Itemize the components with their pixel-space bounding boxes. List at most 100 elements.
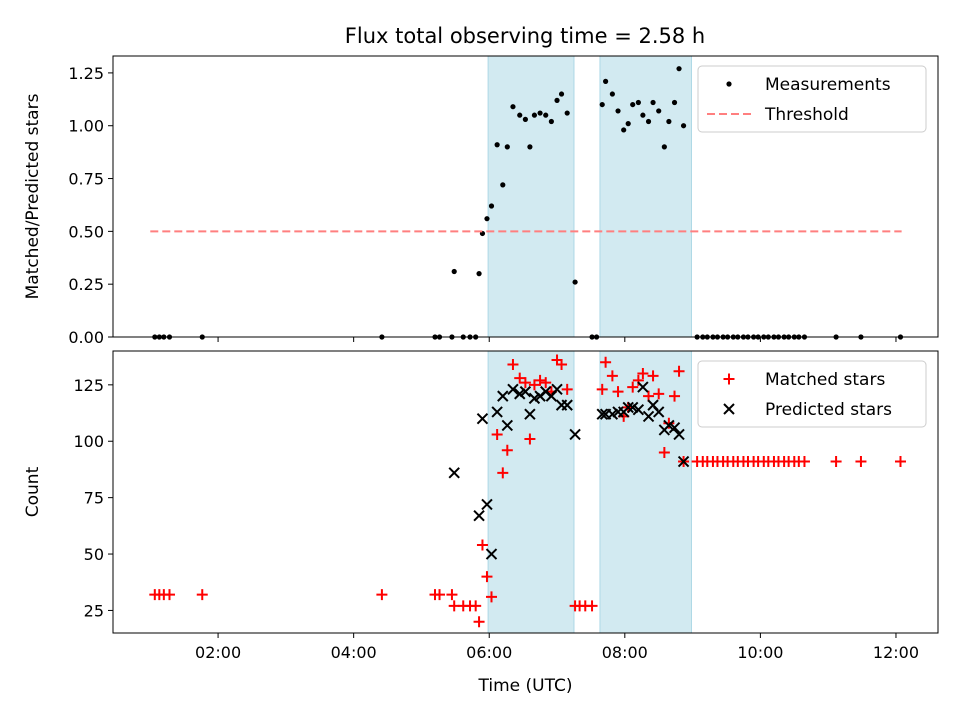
matched-stars-point (798, 456, 810, 468)
shaded-interval (487, 55, 575, 338)
measurement-point (625, 121, 631, 127)
predicted-stars-point (507, 383, 519, 396)
matched-stars-point (855, 456, 867, 468)
measurement-point (676, 66, 682, 72)
legend-measurements-swatch (726, 81, 732, 87)
y-tick-label: 1.00 (68, 117, 104, 136)
measurement-point (451, 268, 457, 275)
predicted-stars-point (501, 419, 514, 432)
predicted-stars-point (491, 406, 503, 418)
x-tick-label: 02:00 (195, 643, 241, 662)
matched-stars-point (446, 589, 458, 601)
top-panel: 0.00 0.25 0.50 0.75 1.00 1.25 Matched/Predicte… (23, 55, 939, 347)
predicted-stars-point (569, 428, 581, 441)
measurement-point (564, 110, 570, 116)
matched-stars-point (470, 600, 482, 612)
y-tick-label: 50 (84, 545, 104, 564)
matched-stars-point (600, 356, 612, 368)
predicted-stars-point (524, 408, 536, 420)
matched-stars-point (485, 591, 497, 603)
measurement-point (504, 144, 510, 150)
matched-stars-point (507, 359, 519, 371)
predicted-stars-point (632, 403, 645, 416)
matched-stars-point (673, 365, 685, 377)
matched-stars-point (596, 383, 608, 395)
measurement-point (500, 182, 506, 188)
matched-stars-point (497, 467, 509, 479)
measurement-point (527, 144, 533, 150)
measurement-point (494, 142, 500, 148)
shaded-interval (599, 350, 692, 634)
y-tick-label: 0.25 (68, 275, 104, 294)
measurement-point (558, 91, 565, 97)
x-tick-label: 10:00 (737, 643, 783, 662)
matched-stars-point (658, 447, 670, 459)
plot-frame (112, 350, 939, 634)
measurement-point (656, 108, 662, 114)
predicted-stars-point (668, 421, 681, 434)
predicted-stars-point (673, 428, 685, 441)
matched-stars-point (612, 386, 624, 398)
measurement-point (671, 99, 678, 106)
y-tick-label: 1.25 (68, 64, 104, 83)
matched-stars-point (501, 444, 513, 456)
measurement-point (476, 271, 482, 277)
y-axis-label: Count (23, 466, 43, 517)
matched-stars-point (561, 383, 573, 395)
matched-stars-point (491, 428, 503, 440)
measurement-point (537, 110, 543, 116)
matched-stars-point (473, 616, 485, 628)
predicted-stars-point (561, 399, 573, 411)
matched-stars-point (481, 571, 493, 583)
matched-stars-point (647, 370, 659, 382)
matched-stars-point (196, 589, 208, 601)
legend-label: Matched stars (765, 370, 885, 390)
matched-stars-point (653, 388, 665, 400)
measurement-point (615, 108, 621, 114)
measurement-point (621, 127, 627, 133)
predicted-stars-point (476, 412, 489, 425)
measurement-point (635, 99, 641, 106)
measurement-point (650, 99, 656, 106)
measurement-point (609, 91, 615, 97)
x-tick-label: 08:00 (602, 643, 648, 662)
matched-stars-point (476, 539, 488, 551)
x-tick-label: 04:00 (331, 643, 377, 662)
predicted-stars-point (448, 467, 460, 479)
matched-stars-point (524, 433, 536, 445)
legend-matched-swatch (723, 373, 735, 385)
legend-label: Threshold (764, 105, 849, 125)
measurement-point (517, 112, 523, 118)
measurement-point (680, 123, 687, 129)
predicted-stars-point (637, 381, 649, 393)
x-tick-label: 12:00 (873, 643, 919, 662)
matched-stars-point (514, 372, 526, 384)
measurement-point (488, 203, 495, 209)
measurement-point (543, 112, 549, 118)
predicted-stars-point (677, 455, 690, 468)
measurement-point (661, 144, 667, 150)
matched-stars-point (434, 589, 446, 601)
matched-stars-point (528, 379, 540, 391)
y-axis-label: Matched/Predicted stars (23, 93, 43, 299)
y-tick-label: 25 (84, 601, 104, 620)
measurement-point (630, 101, 636, 108)
bottom-panel: 25 50 75 100 125 02:00 04:00 06:00 08:00 10:00 12:… (23, 350, 939, 696)
matched-stars-point (830, 456, 842, 468)
matched-stars-point (632, 374, 644, 386)
measurement-point (640, 112, 646, 118)
y-tick-label: 75 (84, 489, 104, 508)
measurement-point (599, 101, 605, 108)
matched-stars-point (163, 589, 175, 601)
predicted-stars-point (497, 390, 509, 402)
y-tick-label: 0.50 (68, 222, 104, 241)
predicted-stars-point (652, 406, 665, 418)
matched-stars-point (534, 374, 546, 386)
measurement-point (522, 116, 528, 122)
y-tick-label: 0.00 (68, 328, 104, 347)
y-tick-label: 125 (73, 376, 104, 395)
shaded-interval (487, 350, 575, 634)
predicted-stars-point (485, 548, 498, 560)
measurement-point (548, 118, 554, 125)
